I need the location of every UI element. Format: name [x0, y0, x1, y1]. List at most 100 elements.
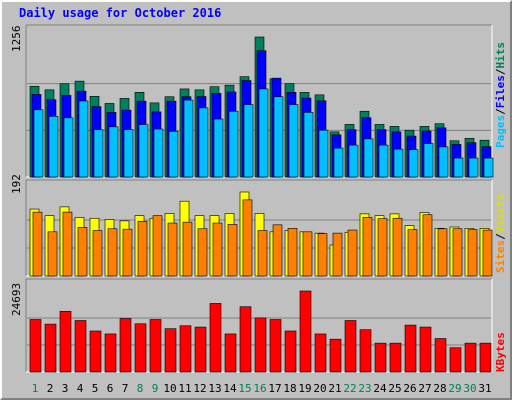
bar-pages-day-8 — [138, 124, 149, 178]
x-tick-label-day-6: 6 — [107, 382, 114, 395]
bar-pages-day-16 — [258, 88, 269, 178]
bar-pages-day-13 — [213, 118, 224, 178]
legend-middle: Sites/Visits — [494, 194, 507, 274]
y-max-label-visits: 192 — [10, 174, 23, 194]
bar-kbytes-day-5 — [89, 330, 102, 373]
bar-kbytes-day-11 — [179, 325, 192, 373]
bar-sites-day-2 — [47, 231, 58, 277]
bar-pages-day-3 — [63, 117, 74, 178]
bar-sites-day-8 — [137, 221, 148, 277]
legend-slash: / — [494, 108, 507, 115]
x-tick-label-day-20: 20 — [313, 382, 326, 395]
bar-sites-day-21 — [332, 232, 343, 277]
x-tick-label-day-4: 4 — [77, 382, 84, 395]
bar-sites-day-5 — [92, 230, 103, 277]
bar-kbytes-day-24 — [374, 342, 387, 373]
bar-kbytes-day-4 — [74, 320, 87, 373]
bar-pages-day-17 — [273, 96, 284, 178]
x-tick-label-day-21: 21 — [328, 382, 341, 395]
svg-text:Sites/Visits: Sites/Visits — [494, 194, 507, 274]
bar-pages-day-18 — [288, 104, 299, 178]
bar-pages-day-4 — [78, 100, 89, 178]
bar-sites-day-19 — [302, 231, 313, 277]
bar-sites-day-1 — [32, 211, 43, 277]
x-tick-label-day-25: 25 — [388, 382, 401, 395]
bar-kbytes-day-31 — [479, 342, 492, 373]
bar-pages-day-6 — [108, 126, 119, 178]
bar-pages-day-29 — [453, 157, 464, 178]
bar-kbytes-day-7 — [119, 318, 132, 373]
bar-pages-day-11 — [183, 99, 194, 178]
bar-pages-day-15 — [243, 104, 254, 178]
bar-pages-day-28 — [438, 146, 449, 178]
bar-pages-day-10 — [168, 130, 179, 178]
bar-pages-day-2 — [48, 116, 59, 178]
bar-kbytes-day-17 — [269, 319, 282, 373]
bar-kbytes-day-21 — [329, 338, 342, 373]
x-tick-label-day-9: 9 — [152, 382, 159, 395]
bar-sites-day-7 — [122, 228, 133, 277]
bar-kbytes-day-28 — [434, 338, 447, 373]
x-tick-label-day-31: 31 — [478, 382, 491, 395]
bar-kbytes-day-12 — [194, 326, 207, 373]
x-tick-label-day-16: 16 — [253, 382, 266, 395]
x-tick-label-day-17: 17 — [268, 382, 281, 395]
bar-pages-day-7 — [123, 129, 134, 178]
legend-visits: Visits — [494, 194, 507, 234]
legend-pages: Pages — [494, 115, 507, 148]
bar-sites-day-3 — [62, 211, 73, 277]
bar-kbytes-day-19 — [299, 290, 312, 373]
x-tick-label-day-22: 22 — [343, 382, 356, 395]
bar-kbytes-day-8 — [134, 323, 147, 373]
x-tick-label-day-26: 26 — [403, 382, 416, 395]
y-max-label-hits: 1256 — [10, 26, 23, 53]
x-tick-label-day-15: 15 — [238, 382, 251, 395]
x-tick-label-day-7: 7 — [122, 382, 129, 395]
bar-sites-day-10 — [167, 222, 178, 277]
bar-kbytes-day-26 — [404, 324, 417, 373]
bar-sites-day-20 — [317, 233, 328, 277]
bar-kbytes-day-20 — [314, 333, 327, 373]
bar-pages-day-25 — [393, 148, 404, 178]
chart-title: Daily usage for October 2016 — [19, 6, 221, 20]
bar-kbytes-day-18 — [284, 330, 297, 373]
x-tick-label-day-27: 27 — [418, 382, 431, 395]
bar-pages-day-9 — [153, 128, 164, 178]
bar-pages-day-22 — [348, 144, 359, 178]
legend-bottom: KBytes — [494, 332, 507, 372]
bar-pages-day-30 — [468, 157, 479, 178]
bar-sites-day-17 — [272, 224, 283, 277]
bar-kbytes-day-2 — [44, 323, 57, 373]
bar-pages-day-31 — [483, 157, 494, 178]
bar-pages-day-19 — [303, 112, 314, 178]
bar-kbytes-day-10 — [164, 328, 177, 373]
bar-kbytes-day-25 — [389, 342, 402, 373]
legend-kbytes: KBytes — [494, 332, 507, 372]
x-tick-label-day-30: 30 — [463, 382, 476, 395]
x-tick-label-day-18: 18 — [283, 382, 296, 395]
bar-sites-day-27 — [422, 214, 433, 277]
bar-kbytes-day-30 — [464, 342, 477, 373]
bar-sites-day-29 — [452, 228, 463, 277]
bar-sites-day-9 — [152, 215, 163, 277]
bar-kbytes-day-6 — [104, 333, 117, 373]
bar-pages-day-24 — [378, 144, 389, 178]
x-tick-label-day-8: 8 — [137, 382, 144, 395]
x-tick-label-day-2: 2 — [47, 382, 54, 395]
bar-pages-day-5 — [93, 129, 104, 178]
x-tick-label-day-24: 24 — [373, 382, 387, 395]
bar-pages-day-26 — [408, 149, 419, 178]
bar-pages-day-27 — [423, 143, 434, 178]
svg-text:KBytes: KBytes — [494, 332, 507, 372]
x-tick-label-day-10: 10 — [163, 382, 176, 395]
bar-sites-day-25 — [392, 217, 403, 277]
bar-sites-day-24 — [377, 218, 388, 277]
legend-slash: / — [494, 233, 507, 240]
bar-sites-day-23 — [362, 217, 373, 277]
bar-sites-day-18 — [287, 228, 298, 277]
bar-pages-day-1 — [33, 109, 44, 178]
bar-sites-day-28 — [437, 228, 448, 277]
bar-pages-day-20 — [318, 129, 329, 178]
bar-kbytes-day-16 — [254, 317, 267, 373]
